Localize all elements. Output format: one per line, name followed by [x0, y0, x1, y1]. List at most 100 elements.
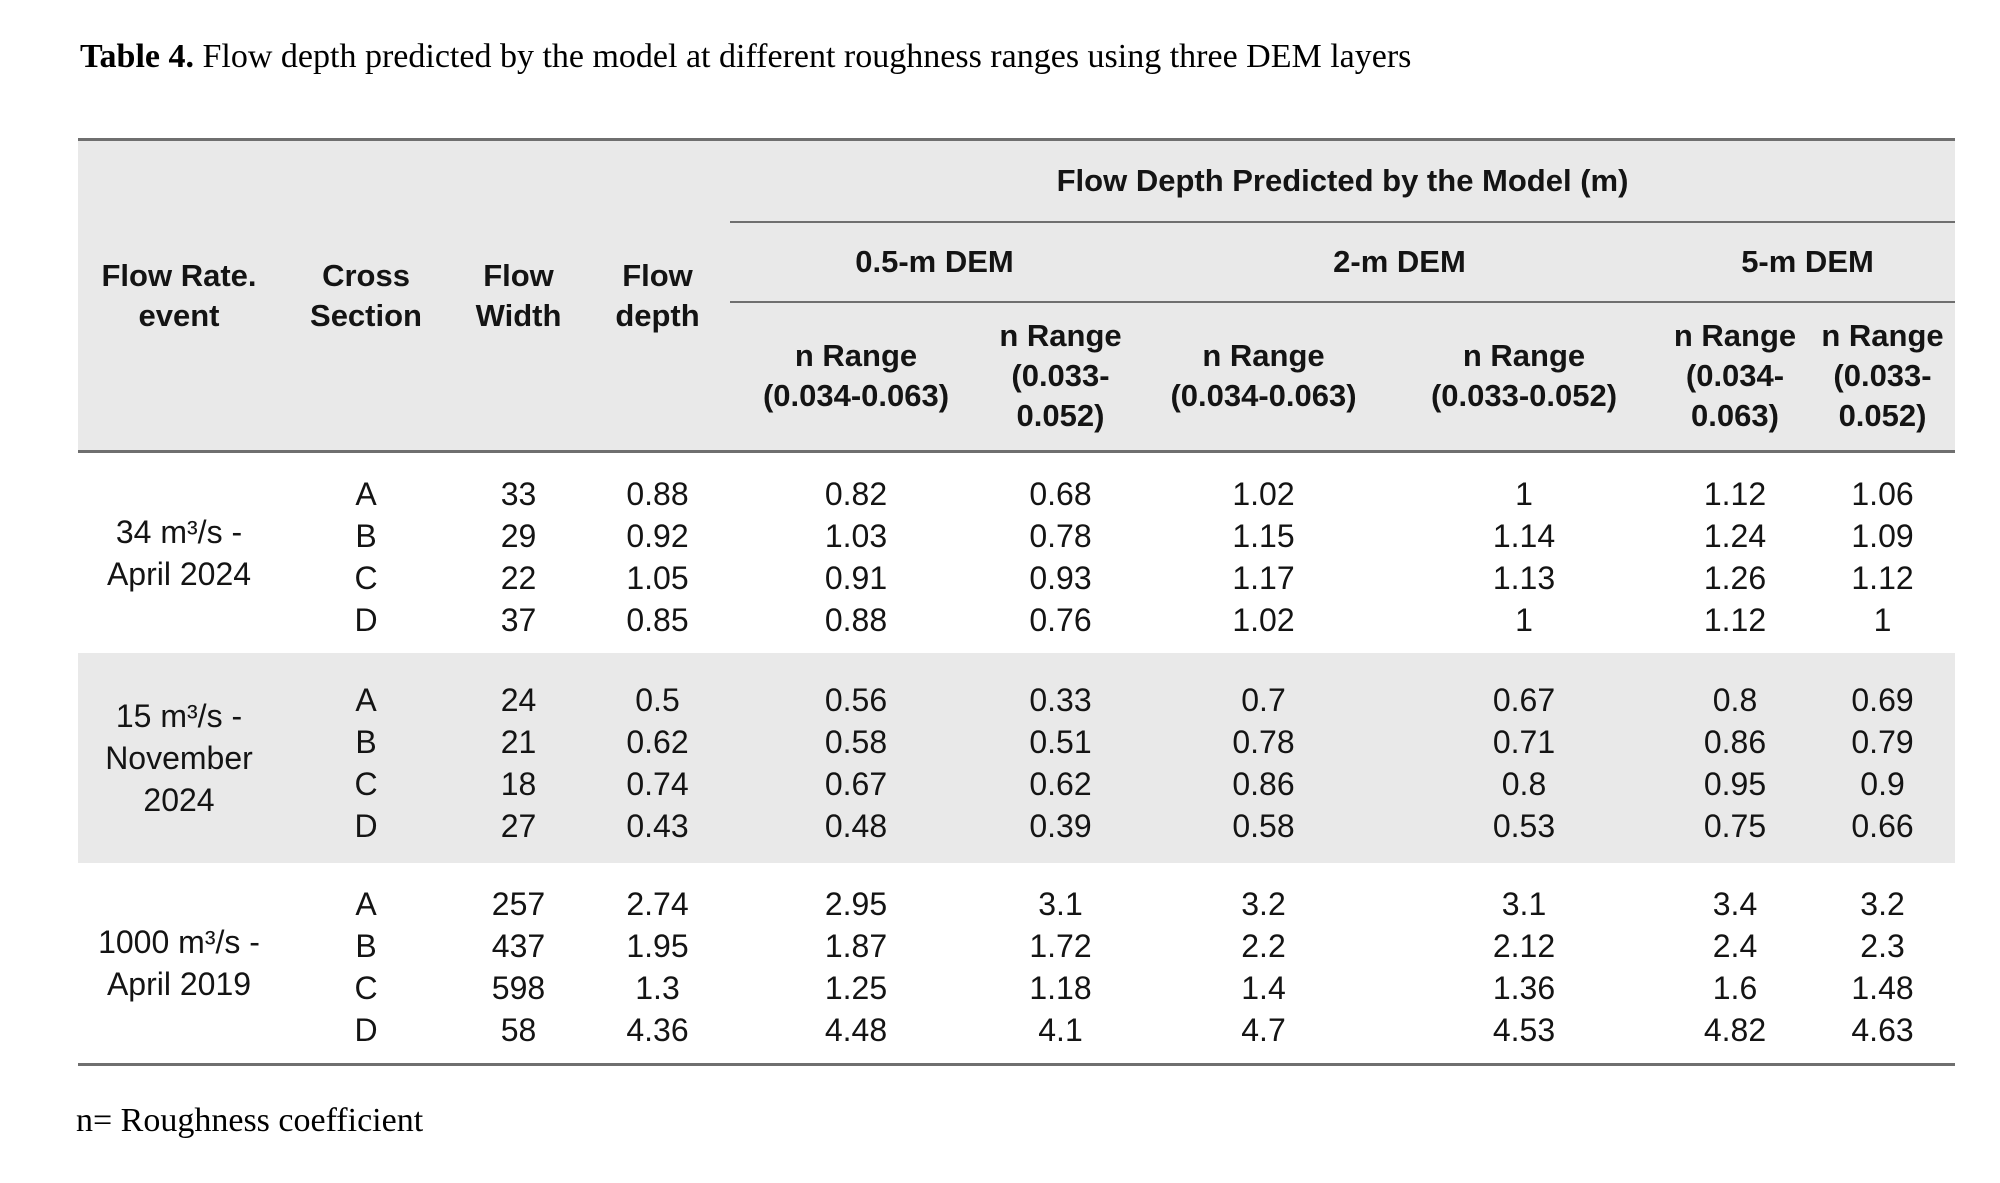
table-row: D 27 0.43 0.48 0.39 0.58 0.53 0.75 0.66	[78, 805, 1955, 863]
flow-depth-cell: 1.05	[626, 560, 689, 596]
cross-section-cell: C	[354, 560, 378, 596]
value-cell: 0.39	[1029, 808, 1092, 844]
group-label-line: 15 m³/s -	[115, 698, 243, 734]
value-cell: 0.53	[1492, 808, 1556, 844]
value-cell: 0.71	[1492, 724, 1556, 760]
value-cell: 1.12	[1703, 476, 1767, 512]
table-row: C 22 1.05 0.91 0.93 1.17 1.13 1.26 1.12	[78, 557, 1955, 599]
flow-width-cell: 24	[500, 682, 537, 718]
header-line: event	[138, 297, 220, 333]
header-row-2: 0.5-m DEM 2-m DEM 5-m DEM	[78, 221, 1956, 303]
value-cell: 0.91	[824, 560, 888, 596]
table-caption-text: Flow depth predicted by the model at dif…	[202, 38, 1412, 75]
value-cell: 0.9	[1860, 766, 1905, 802]
value-cell: 4.7	[1241, 1012, 1286, 1048]
value-cell: 1.13	[1492, 560, 1556, 596]
flow-rate-event-cell: 34 m³/s - April 2024	[78, 452, 280, 654]
header-line: (0.034-0.063)	[1170, 378, 1357, 414]
value-cell: 0.95	[1703, 766, 1767, 802]
value-cell: 0.8	[1712, 682, 1758, 718]
value-cell: 2.12	[1492, 928, 1556, 964]
value-cell: 0.88	[824, 602, 888, 638]
value-cell: 0.82	[824, 476, 888, 512]
value-cell: 1.02	[1232, 476, 1295, 512]
group-label-line: April 2019	[106, 966, 252, 1002]
header-line: n Range	[1202, 338, 1325, 374]
header-line: Flow	[622, 257, 693, 293]
col-header-dem-5m: 5-m DEM	[1660, 221, 1956, 303]
value-cell: 0.93	[1029, 560, 1092, 596]
value-cell: 1.72	[1029, 928, 1092, 964]
value-cell: 0.78	[1029, 518, 1092, 554]
flow-depth-cell: 1.95	[626, 928, 689, 964]
value-cell: 0.67	[1492, 682, 1556, 718]
value-cell: 3.2	[1241, 886, 1286, 922]
cross-section-cell: C	[354, 766, 378, 802]
flow-depth-cell: 0.43	[626, 808, 689, 844]
value-cell: 1.03	[824, 518, 888, 554]
value-cell: 4.53	[1492, 1012, 1556, 1048]
value-cell: 0.48	[824, 808, 888, 844]
value-cell: 0.86	[1232, 766, 1295, 802]
value-cell: 1	[1873, 602, 1892, 638]
header-line: n Range	[1821, 318, 1944, 354]
value-cell: 0.66	[1851, 808, 1914, 844]
flow-depth-cell: 4.36	[626, 1012, 689, 1048]
flow-depth-cell: 2.74	[626, 886, 689, 922]
col-header-flow-width: Flow Width	[452, 139, 585, 453]
table-footnote: n= Roughness coefficient	[76, 1102, 424, 1139]
flow-width-cell: 598	[491, 970, 546, 1006]
header-line: (0.033-0.052)	[1430, 378, 1618, 414]
flow-depth-cell: 0.74	[626, 766, 689, 802]
value-cell: 3.2	[1860, 886, 1905, 922]
value-cell: 0.76	[1029, 602, 1092, 638]
flow-width-cell: 21	[500, 724, 537, 760]
value-cell: 1.18	[1029, 970, 1092, 1006]
flow-depth-cell: 1.3	[635, 970, 680, 1006]
header-line: n Range	[1462, 338, 1586, 374]
value-cell: 1.17	[1232, 560, 1295, 596]
group-label-line: April 2024	[106, 556, 252, 592]
value-cell: 1.12	[1851, 560, 1914, 596]
value-cell: 0.33	[1029, 682, 1092, 718]
flow-rate-event-cell: 15 m³/s - November 2024	[78, 653, 280, 863]
table-caption: Table 4. Flow depth predicted by the mod…	[80, 38, 1411, 76]
cross-section-cell: A	[355, 886, 377, 922]
header-line: 0.052)	[1838, 398, 1927, 434]
table-row: 34 m³/s - April 2024 A 33 0.88 0.82 0.68…	[78, 452, 1955, 592]
col-header-n-range-2: n Range (0.033- 0.052)	[982, 301, 1139, 453]
value-cell: 1.4	[1241, 970, 1286, 1006]
value-cell: 0.56	[824, 682, 888, 718]
table-row: 1000 m³/s - April 2019 A 257 2.74 2.95 3…	[78, 863, 1955, 1002]
value-cell: 1.09	[1851, 518, 1914, 554]
cross-section-cell: A	[355, 682, 377, 718]
col-header-flow-depth-predicted: Flow Depth Predicted by the Model (m)	[730, 139, 1956, 223]
header-line: (0.033-	[1011, 358, 1110, 394]
flow-width-cell: 29	[500, 518, 537, 554]
flow-depth-table: Flow Rate. event Cross Section Flow Widt…	[78, 138, 1956, 1066]
value-cell: 2.2	[1241, 928, 1286, 964]
header-line: n Range	[794, 338, 918, 374]
header-line: (0.034-0.063)	[762, 378, 950, 414]
header-line: 0.052)	[1016, 398, 1105, 434]
value-cell: 1.25	[824, 970, 888, 1006]
table-row: 15 m³/s - November 2024 A 24 0.5 0.56 0.…	[78, 653, 1955, 818]
header-row-3: n Range (0.034-0.063) n Range (0.033- 0.…	[78, 301, 1956, 453]
value-cell: 0.51	[1029, 724, 1092, 760]
group-label-line: 1000 m³/s -	[98, 924, 260, 960]
col-header-n-range-6: n Range (0.033- 0.052)	[1810, 301, 1956, 453]
col-header-flow-depth: Flow depth	[585, 139, 730, 453]
value-cell: 0.69	[1851, 682, 1914, 718]
group-label-line: 2024	[143, 782, 215, 818]
flow-depth-cell: 0.85	[626, 602, 689, 638]
header-line: Cross	[322, 257, 410, 293]
value-cell: 1	[1515, 476, 1533, 512]
table-row: D 37 0.85 0.88 0.76 1.02 1 1.12 1	[78, 599, 1955, 653]
value-cell: 0.75	[1703, 808, 1767, 844]
cross-section-cell: D	[354, 602, 378, 638]
flow-rate-event-cell: 1000 m³/s - April 2019	[78, 863, 280, 1065]
col-header-dem-05m: 0.5-m DEM	[730, 221, 1139, 303]
header-line: Section	[310, 297, 422, 333]
value-cell: 1.06	[1851, 476, 1914, 512]
